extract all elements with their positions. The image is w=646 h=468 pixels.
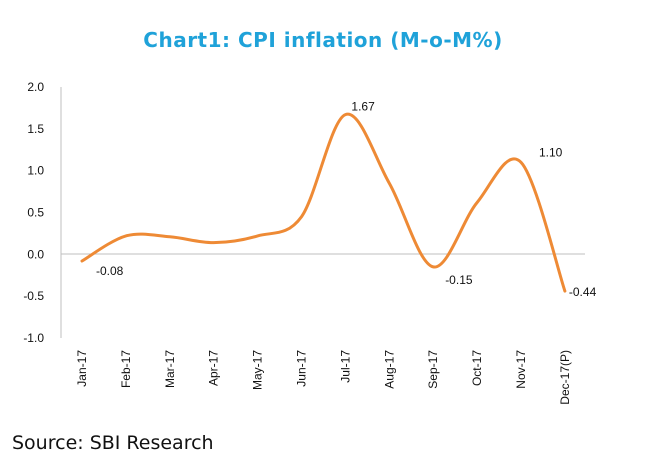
data-label: 1.67 (351, 100, 375, 114)
x-tick-label: Jul-17 (338, 350, 352, 383)
x-tick-label: Jan-17 (75, 350, 89, 387)
y-tick-label: 1.5 (27, 122, 44, 136)
y-tick-label: -1.0 (23, 331, 44, 345)
x-tick-label: Jun-17 (295, 350, 309, 387)
chart-title: Chart1: CPI inflation (M-o-M%) (143, 28, 503, 52)
y-tick-label: 0.5 (27, 206, 44, 220)
x-tick-label: Oct-17 (470, 350, 484, 386)
x-tick-label: Mar-17 (163, 350, 177, 388)
x-axis-ticks: Jan-17 Feb-17 Mar-17 Apr-17 May-17 Jun-17 Jul-… (75, 350, 572, 405)
x-tick-label: Nov-17 (514, 350, 528, 389)
x-tick-label: Feb-17 (119, 350, 133, 388)
y-tick-label: 2.0 (27, 80, 44, 94)
y-tick-label: 1.0 (27, 164, 44, 178)
x-tick-label: Sep-17 (426, 350, 440, 389)
data-label: -0.15 (445, 273, 473, 287)
source-note: Source: SBI Research (12, 432, 214, 454)
data-label: -0.08 (96, 264, 124, 278)
x-tick-label: Apr-17 (207, 350, 221, 386)
y-tick-label: -0.5 (23, 289, 44, 303)
data-label: -0.44 (569, 285, 597, 299)
y-axis-ticks: 2.0 1.5 1.0 0.5 0.0 -0.5 -1.0 (23, 80, 44, 345)
data-label: 1.10 (539, 145, 563, 159)
x-tick-label: Dec-17(P) (558, 350, 572, 405)
y-tick-label: 0.0 (27, 247, 44, 261)
data-labels: -0.08 1.67 -0.15 1.10 -0.44 (96, 100, 597, 300)
x-tick-label: Aug-17 (382, 350, 396, 389)
x-tick-label: May-17 (251, 350, 265, 390)
cpi-series-line (80, 112, 567, 293)
